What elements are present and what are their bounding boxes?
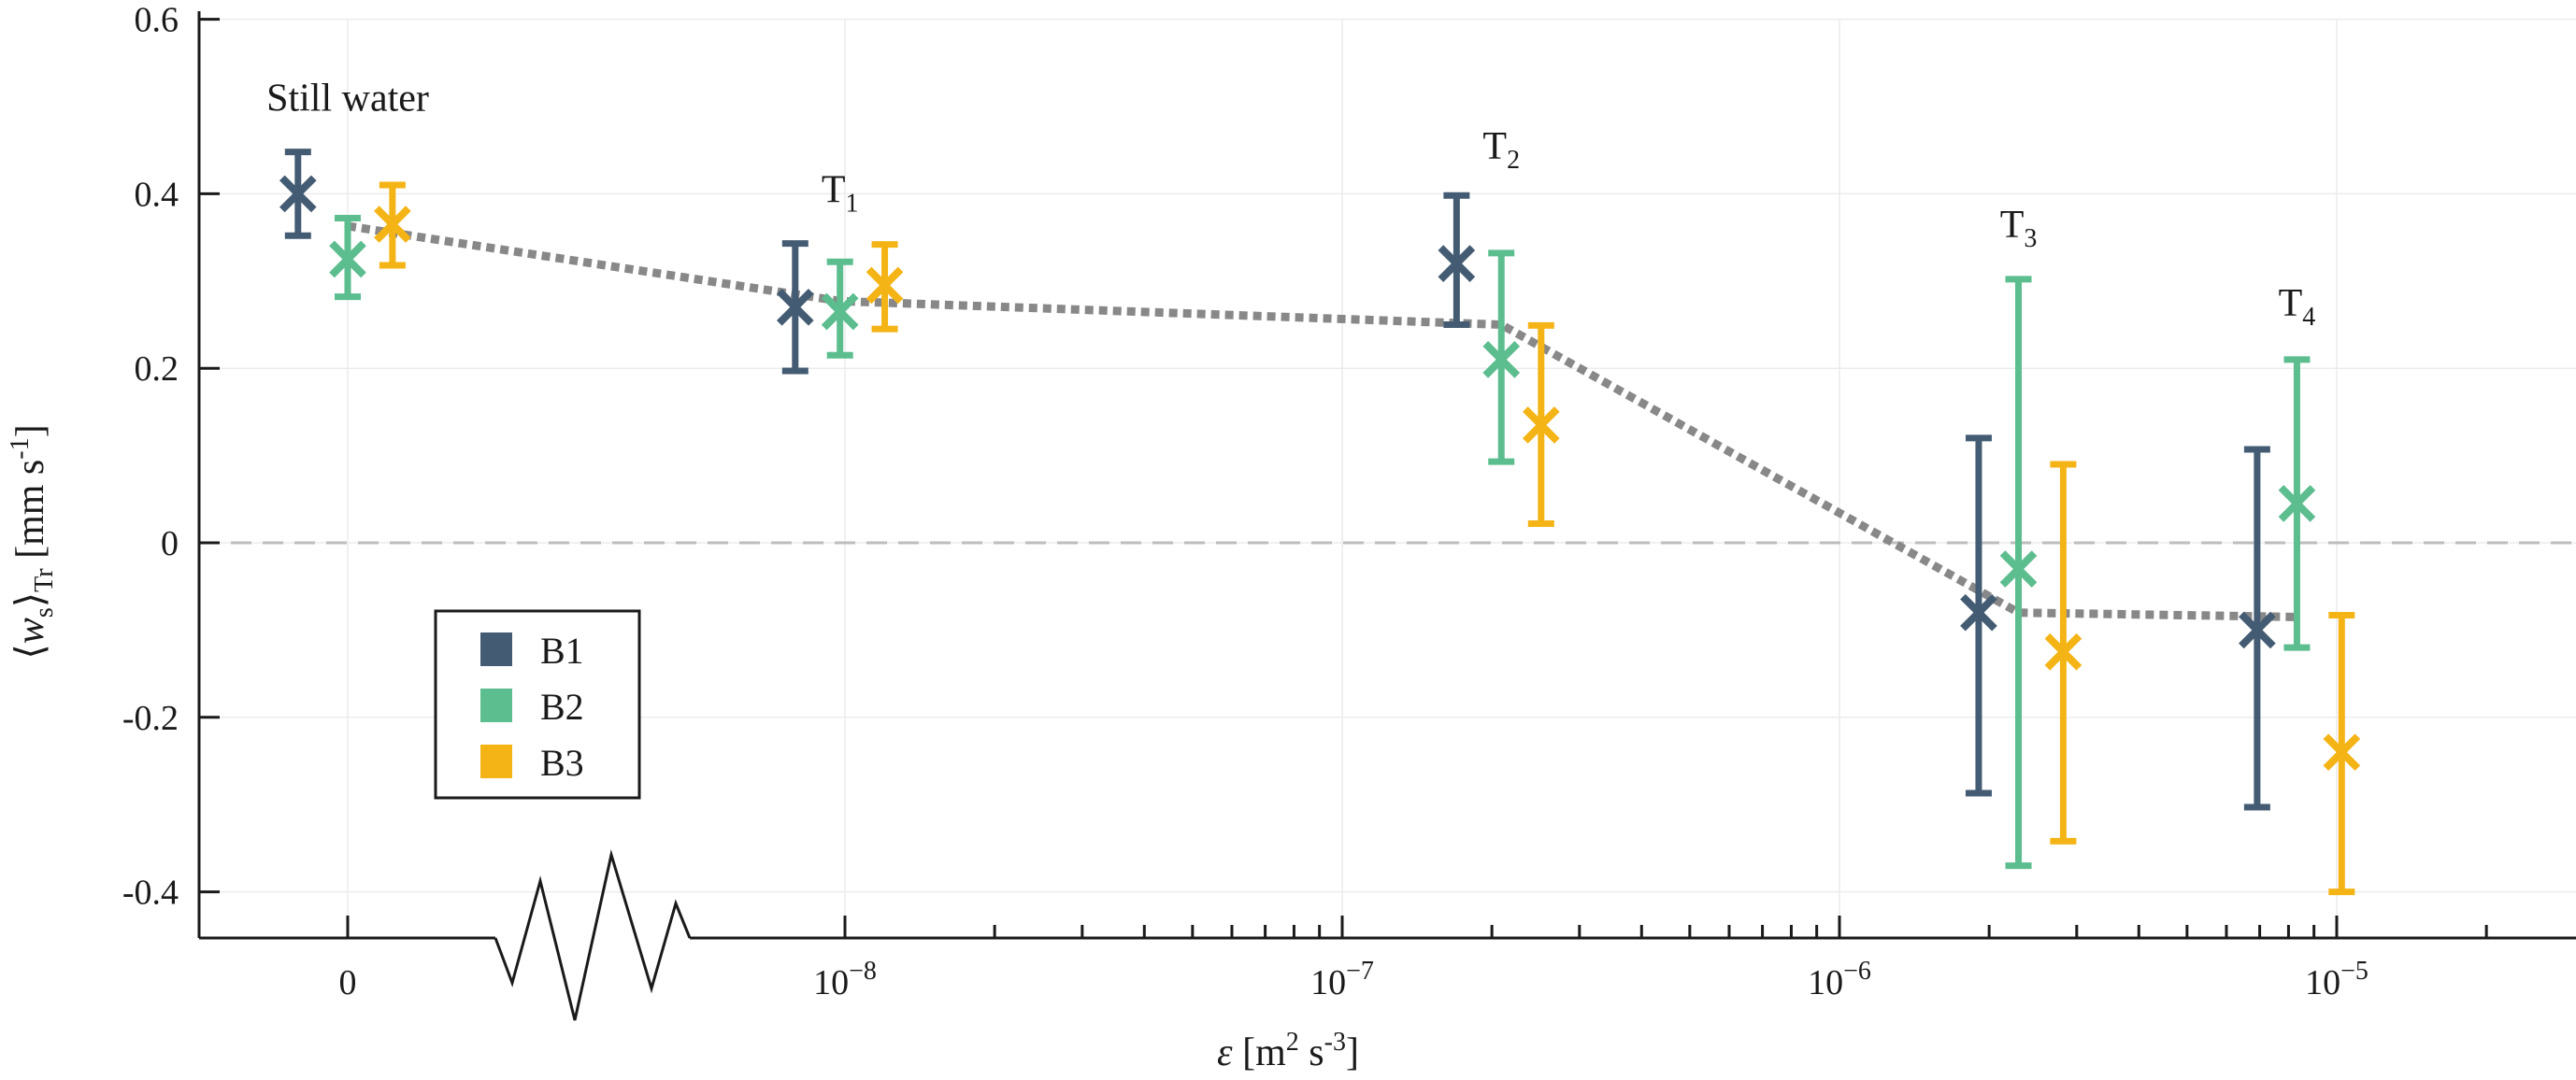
y-axis-title: ⟨ws⟩Tr [mm s-1]: [6, 424, 59, 659]
data-point-marker: [2278, 485, 2316, 522]
x-tick-label: 10−7: [1310, 957, 1374, 1002]
x-axis-title: ε [m2 s-3]: [1217, 1028, 1359, 1074]
data-point-marker: [2044, 632, 2082, 671]
annotation-label: T2: [1482, 125, 1520, 175]
x-tick-label: 10−8: [813, 957, 877, 1002]
y-tick-label: 0.6: [135, 1, 179, 40]
x-tick-label: 0: [339, 963, 357, 1002]
y-tick-label: 0: [161, 524, 179, 563]
legend-swatch-b2: [480, 689, 512, 722]
data-point-marker: [1482, 341, 1521, 378]
series-b1: [279, 149, 2276, 811]
legend-label-b2: B2: [540, 686, 584, 728]
data-point-marker: [1999, 550, 2038, 588]
data-point-marker: [1438, 245, 1476, 282]
data-point-marker: [821, 292, 859, 331]
mean-line-path: [347, 221, 2297, 621]
data-point-marker: [2323, 733, 2361, 771]
data-point-marker: [374, 206, 411, 243]
mean-trend-line: [347, 221, 2297, 621]
x-tick-label: 10−5: [2305, 957, 2368, 1002]
annotation-label: Still water: [266, 78, 429, 121]
y-tick-label: -0.4: [122, 874, 179, 913]
x-tick-labels: 0 10−8 10−7 10−6 10−5: [339, 957, 2368, 1002]
legend-label-b1: B1: [540, 630, 584, 672]
annotations: Still water T1 T2 T3 T4: [266, 78, 2315, 332]
annotation-label: T4: [2279, 282, 2316, 332]
y-tick-labels: 0.6 0.4 0.2 0 -0.2 -0.4: [122, 1, 179, 913]
data-point-marker: [279, 175, 317, 213]
annotation-label: T1: [822, 169, 859, 219]
data-point-marker: [1960, 593, 1997, 632]
series-b2: [329, 215, 2316, 870]
series-markers: [279, 149, 2361, 896]
annotation-label: T3: [2000, 204, 2038, 253]
legend-box: [434, 609, 641, 800]
legend-label-b3: B3: [540, 742, 584, 784]
legend-swatch-b3: [480, 745, 512, 778]
y-tick-label: -0.2: [122, 699, 179, 738]
series-b3: [374, 181, 2361, 896]
data-point-marker: [866, 266, 904, 305]
grid-lines: [199, 18, 2576, 938]
data-point-marker: [776, 288, 814, 326]
data-point-marker: [1522, 406, 1560, 444]
data-point-marker: [2239, 611, 2276, 649]
axes: [197, 11, 2576, 940]
x-tick-label: 10−6: [1808, 957, 1871, 1002]
legend: B1 B2 B3: [434, 609, 641, 800]
axis-break-line: [494, 849, 692, 1021]
axis-break-zigzag: [494, 849, 692, 1021]
data-point-marker: [329, 240, 366, 278]
y-tick-label: 0.2: [135, 349, 179, 389]
legend-swatch-b1: [480, 632, 512, 666]
y-tick-label: 0.4: [135, 175, 179, 214]
